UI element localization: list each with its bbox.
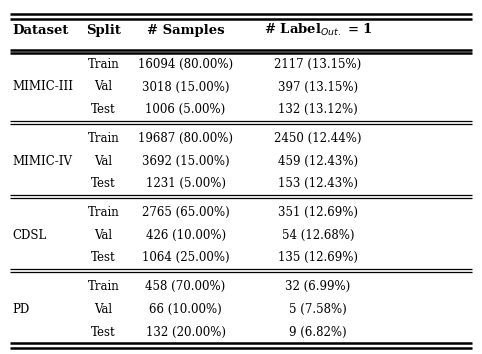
Text: 132 (20.00%): 132 (20.00%): [146, 326, 226, 338]
Text: 351 (12.69%): 351 (12.69%): [278, 206, 358, 219]
Text: Train: Train: [88, 58, 120, 71]
Text: 132 (13.12%): 132 (13.12%): [278, 103, 358, 116]
Text: Dataset: Dataset: [12, 24, 68, 36]
Text: MIMIC-III: MIMIC-III: [12, 80, 73, 93]
Text: 3692 (15.00%): 3692 (15.00%): [142, 155, 229, 168]
Text: Test: Test: [91, 251, 116, 264]
Text: 5 (7.58%): 5 (7.58%): [289, 303, 347, 316]
Text: 1064 (25.00%): 1064 (25.00%): [142, 251, 229, 264]
Text: 1231 (5.00%): 1231 (5.00%): [146, 177, 226, 190]
Text: Test: Test: [91, 177, 116, 190]
Text: 66 (10.00%): 66 (10.00%): [149, 303, 222, 316]
Text: Val: Val: [94, 229, 113, 242]
Text: 153 (12.43%): 153 (12.43%): [278, 177, 358, 190]
Text: MIMIC-IV: MIMIC-IV: [12, 155, 72, 168]
Text: Val: Val: [94, 303, 113, 316]
Text: 426 (10.00%): 426 (10.00%): [146, 229, 226, 242]
Text: 16094 (80.00%): 16094 (80.00%): [138, 58, 233, 71]
Text: Test: Test: [91, 326, 116, 338]
Text: 397 (13.15%): 397 (13.15%): [278, 80, 358, 93]
Text: Train: Train: [88, 132, 120, 145]
Text: CDSL: CDSL: [12, 229, 46, 242]
Text: 2450 (12.44%): 2450 (12.44%): [274, 132, 362, 145]
Text: # Samples: # Samples: [147, 24, 225, 36]
Text: Val: Val: [94, 155, 113, 168]
Text: Train: Train: [88, 280, 120, 293]
Text: Val: Val: [94, 80, 113, 93]
Text: 9 (6.82%): 9 (6.82%): [289, 326, 347, 338]
Text: Split: Split: [86, 24, 121, 36]
Text: 458 (70.00%): 458 (70.00%): [146, 280, 226, 293]
Text: 1006 (5.00%): 1006 (5.00%): [146, 103, 226, 116]
Text: 135 (12.69%): 135 (12.69%): [278, 251, 358, 264]
Text: 2765 (65.00%): 2765 (65.00%): [142, 206, 229, 219]
Text: 2117 (13.15%): 2117 (13.15%): [274, 58, 362, 71]
Text: Train: Train: [88, 206, 120, 219]
Text: Test: Test: [91, 103, 116, 116]
Text: 54 (12.68%): 54 (12.68%): [282, 229, 354, 242]
Text: 459 (12.43%): 459 (12.43%): [278, 155, 358, 168]
Text: 32 (6.99%): 32 (6.99%): [285, 280, 351, 293]
Text: PD: PD: [12, 303, 29, 316]
Text: # Label$_{\mathit{Out.}}$ = 1: # Label$_{\mathit{Out.}}$ = 1: [264, 22, 373, 38]
Text: 3018 (15.00%): 3018 (15.00%): [142, 80, 229, 93]
Text: 19687 (80.00%): 19687 (80.00%): [138, 132, 233, 145]
